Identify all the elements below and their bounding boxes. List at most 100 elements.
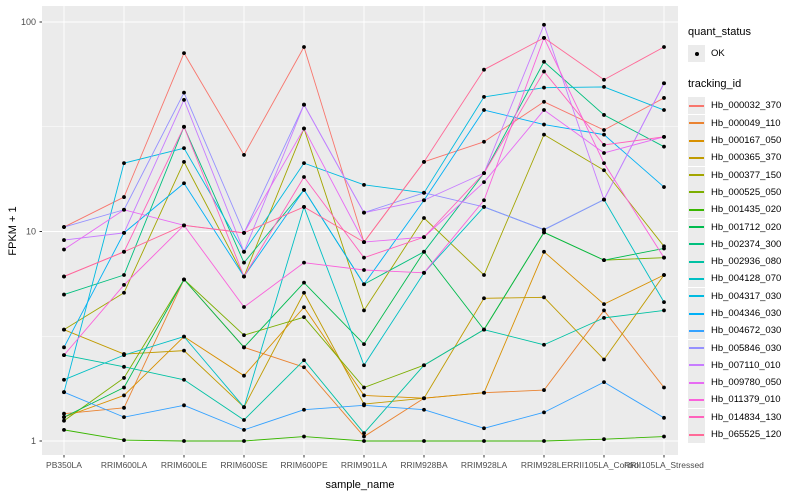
data-point [122, 273, 126, 277]
data-point [362, 282, 366, 287]
data-point [302, 315, 306, 320]
data-point [62, 377, 66, 382]
data-point [182, 403, 186, 408]
data-point [542, 249, 546, 254]
data-point [122, 230, 126, 235]
data-point [62, 327, 66, 332]
x-tick-label: RRII105LA_Stressed [624, 460, 704, 470]
legend-key-line-icon [689, 208, 704, 211]
data-point [602, 302, 606, 307]
data-point [602, 357, 606, 362]
data-point [62, 345, 66, 350]
data-point [242, 333, 246, 338]
data-point [542, 388, 546, 392]
data-point [542, 59, 546, 64]
data-point [242, 373, 246, 378]
data-point [542, 22, 546, 27]
data-point [362, 363, 366, 368]
legend-key-line-icon [689, 191, 704, 194]
data-point [122, 415, 126, 420]
x-tick-label: RRIM600SE [220, 460, 268, 470]
data-point [542, 99, 546, 104]
y-tick-label: 100 [21, 17, 36, 27]
data-point [302, 205, 306, 209]
data-point [482, 180, 486, 185]
data-point [242, 153, 246, 157]
data-point [602, 197, 606, 202]
data-point [542, 85, 546, 90]
data-point [482, 95, 486, 99]
data-point [182, 334, 186, 339]
data-point [542, 227, 546, 232]
x-axis-title: sample_name [325, 479, 395, 491]
legend-key-line-icon [689, 156, 704, 159]
data-point [242, 418, 246, 422]
data-point [422, 439, 426, 443]
x-tick-label: RRIM928LA [461, 460, 508, 470]
data-point [122, 385, 126, 390]
data-point [482, 296, 486, 301]
data-point [302, 434, 306, 439]
legend-item-label: Hb_004317_030 [711, 290, 782, 302]
data-point [122, 249, 126, 254]
legend-item-Hb_065525_120: Hb_065525_120 [688, 426, 782, 444]
data-point [302, 365, 306, 370]
data-point [662, 434, 666, 439]
data-point [62, 418, 66, 423]
data-point [422, 216, 426, 220]
legend-item-label: Hb_001435_020 [711, 204, 782, 216]
data-point [62, 238, 66, 242]
data-point [122, 290, 126, 295]
data-point [362, 342, 366, 347]
data-point [542, 69, 546, 74]
legend-item-Hb_014834_130: Hb_014834_130 [688, 408, 781, 426]
data-point [302, 187, 306, 192]
data-point [182, 277, 186, 282]
legend-item-ok: OK [688, 45, 781, 63]
data-point [602, 258, 606, 263]
legend-key-line-icon [689, 329, 704, 332]
legend-key-box [688, 339, 705, 357]
data-point [662, 255, 666, 260]
data-point [542, 410, 546, 415]
legend-key-line-icon [689, 398, 704, 401]
data-point [362, 240, 366, 245]
data-point [542, 108, 546, 112]
legend-item-Hb_000049_110: Hb_000049_110 [688, 114, 781, 132]
data-point [62, 274, 66, 279]
legend-item-Hb_002374_300: Hb_002374_300 [688, 235, 781, 253]
data-point [182, 97, 186, 102]
legend-key-line-icon [689, 381, 704, 384]
legend-key-line-icon [689, 226, 704, 229]
data-point [602, 168, 606, 173]
legend-item-Hb_005846_030: Hb_005846_030 [688, 339, 781, 357]
x-tick-label: RRIM928BA [400, 460, 448, 470]
data-point [242, 427, 246, 432]
data-point [182, 181, 186, 186]
data-point [182, 223, 186, 228]
legend-key-box [688, 235, 705, 253]
data-point [122, 376, 126, 380]
data-point [482, 139, 486, 144]
legend-key-box [688, 253, 705, 271]
legend-item-Hb_004672_030: Hb_004672_030 [688, 322, 781, 340]
data-point [602, 143, 606, 147]
data-point [542, 35, 546, 40]
data-point [362, 182, 366, 187]
data-point [242, 274, 246, 279]
legend-item-label: Hb_000032_370 [711, 100, 782, 112]
y-tick-label: 1 [31, 436, 36, 446]
legend-item-label: Hb_065525_120 [711, 429, 782, 441]
data-point [422, 198, 426, 203]
data-point [662, 415, 666, 420]
data-point [302, 260, 306, 265]
legend-item-label: Hb_000049_110 [711, 117, 781, 129]
legend-key-box [688, 218, 705, 236]
legend-quant-status-section: quant_status OK [688, 26, 781, 63]
data-point [542, 122, 546, 127]
data-point [602, 132, 606, 137]
data-point [62, 411, 66, 416]
legend-key-line-icon [689, 139, 704, 142]
legend-key-line-icon [689, 277, 704, 280]
legend-item-label: Hb_002936_080 [711, 256, 782, 268]
